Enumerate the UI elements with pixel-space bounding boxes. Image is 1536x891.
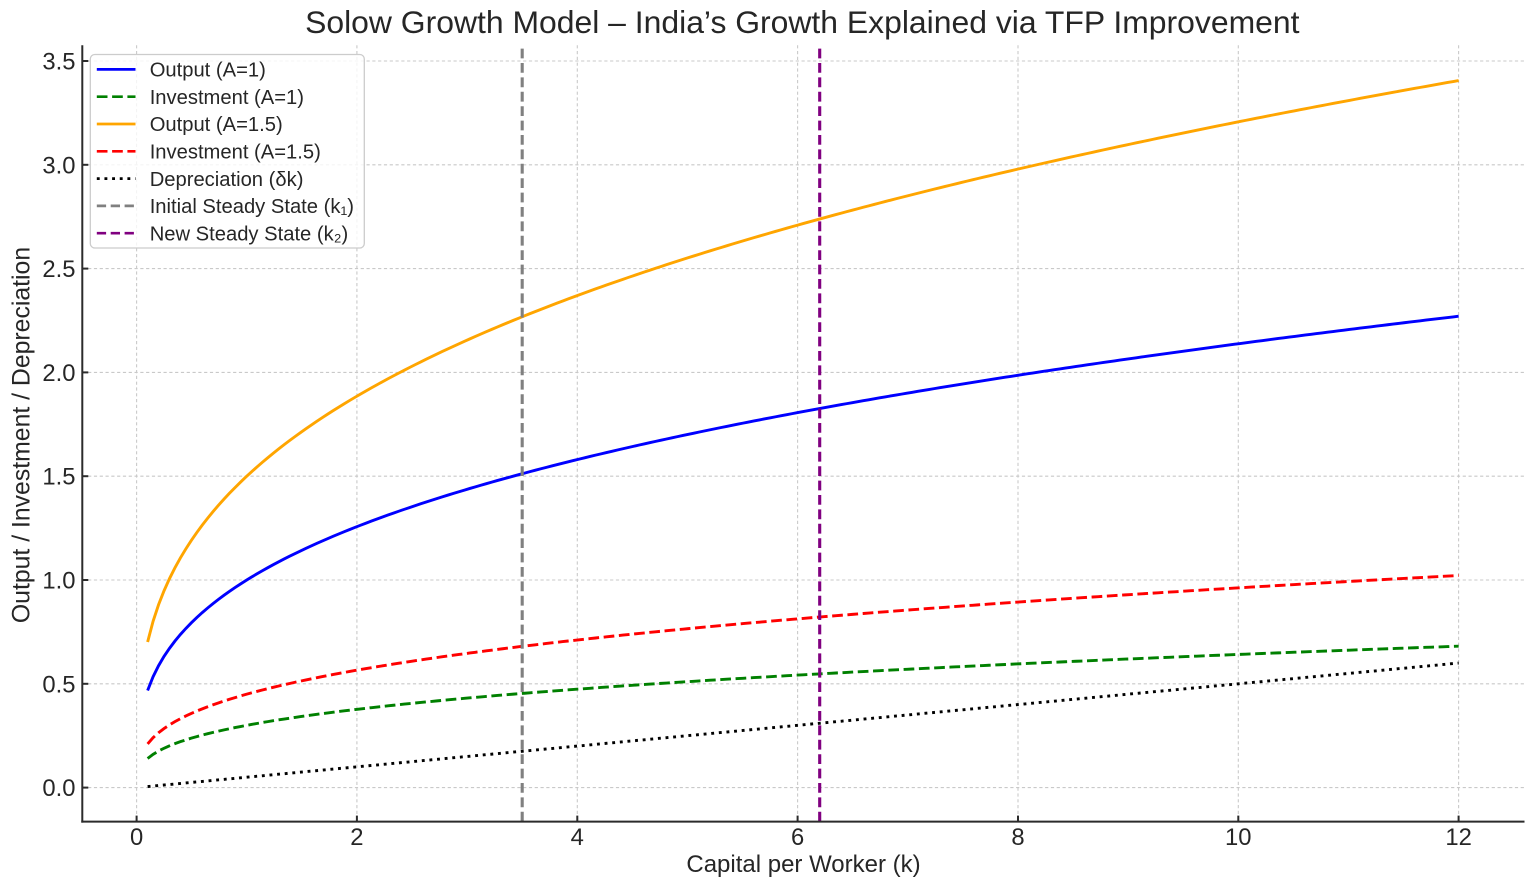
svg-text:3.5: 3.5 [42, 49, 75, 76]
svg-text:Investment (A=1.5): Investment (A=1.5) [150, 142, 321, 164]
svg-text:2: 2 [350, 824, 363, 851]
svg-text:4: 4 [571, 824, 584, 851]
svg-text:Output / Investment / Deprecia: Output / Investment / Depreciation [9, 247, 36, 623]
svg-text:6: 6 [791, 824, 804, 851]
svg-text:Solow Growth Model – India’s G: Solow Growth Model – India’s Growth Expl… [305, 4, 1300, 40]
svg-text:3.0: 3.0 [42, 152, 75, 179]
svg-text:12: 12 [1445, 824, 1471, 851]
svg-text:8: 8 [1011, 824, 1024, 851]
svg-text:10: 10 [1225, 824, 1251, 851]
svg-text:Capital per Worker (k): Capital per Worker (k) [686, 851, 920, 878]
svg-text:Depreciation (δk): Depreciation (δk) [150, 169, 304, 191]
svg-text:0.0: 0.0 [42, 775, 75, 802]
svg-text:0.5: 0.5 [42, 671, 75, 698]
svg-text:Initial Steady State (k₁): Initial Steady State (k₁) [150, 196, 354, 218]
svg-text:Output (A=1): Output (A=1) [150, 60, 266, 82]
svg-text:1.5: 1.5 [42, 464, 75, 491]
svg-text:0: 0 [130, 824, 143, 851]
svg-text:2.0: 2.0 [42, 360, 75, 387]
svg-text:1.0: 1.0 [42, 568, 75, 595]
svg-text:Output (A=1.5): Output (A=1.5) [150, 114, 283, 136]
svg-text:New Steady State (k₂): New Steady State (k₂) [150, 223, 349, 245]
svg-text:Investment (A=1): Investment (A=1) [150, 87, 304, 109]
svg-text:2.5: 2.5 [42, 256, 75, 283]
